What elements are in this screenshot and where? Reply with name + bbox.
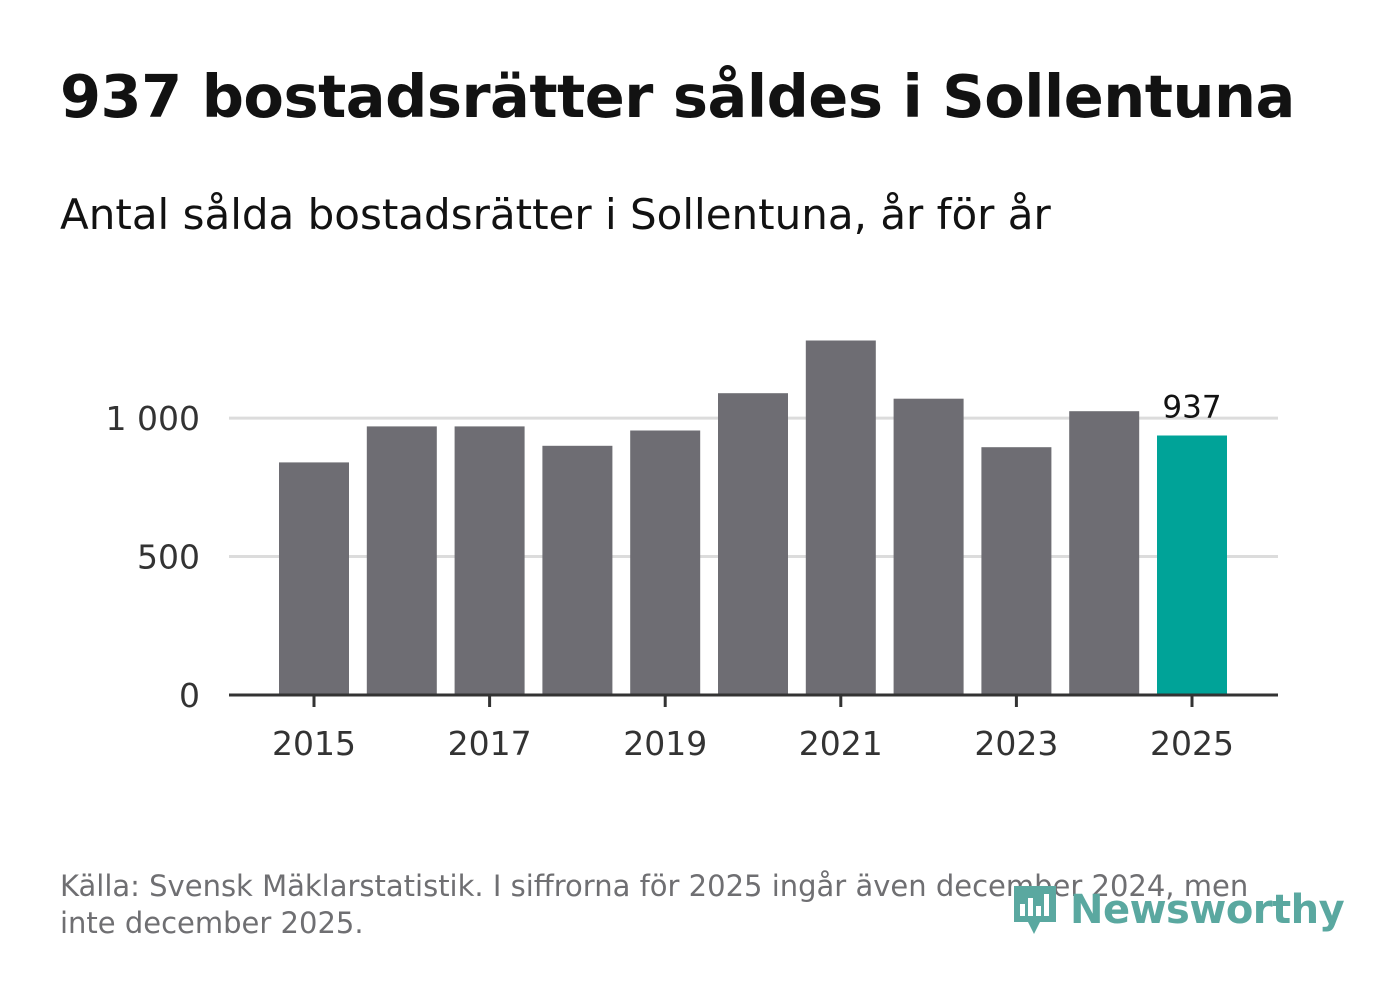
data-label-2025: 937 [1162, 390, 1221, 426]
x-tick-label: 2015 [272, 724, 356, 763]
x-tick-label: 2021 [799, 724, 883, 763]
x-tick-label: 2019 [623, 724, 707, 763]
x-tick-label: 2025 [1150, 724, 1234, 763]
x-tick-label: 2017 [448, 724, 532, 763]
bar-2022 [893, 398, 964, 695]
bar-2025 [1157, 435, 1227, 695]
labels: 0 500 1 000 937 2015 2017 2019 2021 2023 2025 [106, 390, 1234, 763]
axes [229, 693, 1278, 707]
bar-2018 [542, 445, 613, 695]
bar-2024 [1069, 411, 1140, 695]
bar-2015 [279, 462, 349, 695]
x-tick-label: 2023 [974, 724, 1058, 763]
bar-2023 [981, 447, 1052, 695]
chart-subtitle: Antal sålda bostadsrätter i Sollentuna, … [60, 190, 1051, 239]
y-tick-label: 500 [137, 538, 200, 577]
bar-2020 [718, 393, 788, 695]
bars [279, 340, 1227, 695]
bar-2016 [366, 426, 437, 695]
bar-2019 [630, 430, 701, 695]
newsworthy-logo-icon [1014, 886, 1056, 934]
chart-title: 937 bostadsrätter såldes i Sollentuna [60, 62, 1295, 131]
y-tick-label: 0 [179, 676, 200, 715]
y-tick-label: 1 000 [106, 399, 200, 438]
bar-2017 [454, 426, 525, 695]
bar-2021 [805, 340, 876, 695]
brand-logo: Newsworthy [1010, 880, 1345, 940]
brand-name: Newsworthy [1070, 887, 1345, 933]
